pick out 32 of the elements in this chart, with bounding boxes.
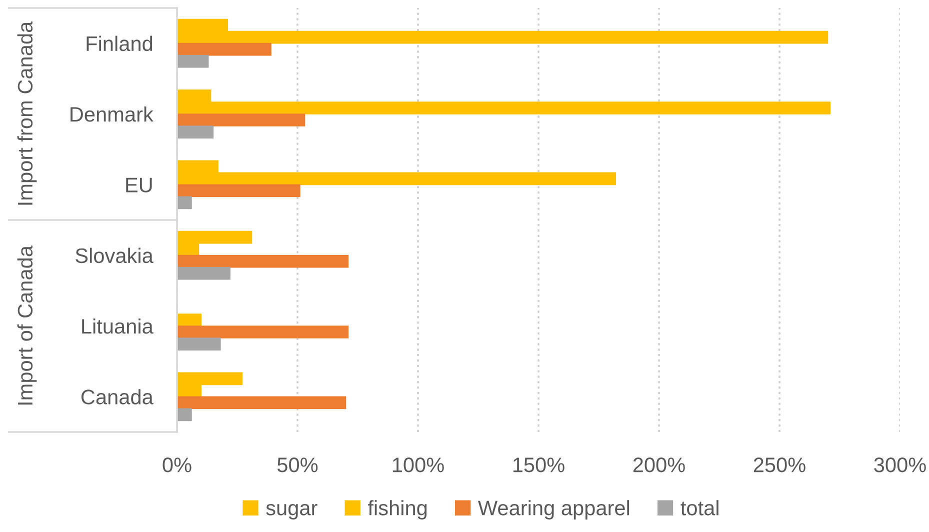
- bar: [177, 196, 192, 210]
- y-tick-label: Slovakia: [76, 248, 154, 264]
- text: Import from Canada: [17, 21, 37, 205]
- y-tick-label: Canada: [81, 389, 154, 404]
- bar: [177, 408, 192, 422]
- bar: [177, 54, 209, 68]
- y-tick-label: EU: [126, 178, 152, 192]
- bar: [177, 42, 272, 56]
- bar: [177, 266, 230, 280]
- x-tick-label: 0%: [162, 458, 192, 472]
- bar: [177, 184, 300, 198]
- x-tick-label: 150%: [513, 458, 564, 472]
- legend-label: sugar: [266, 504, 318, 520]
- bar: [177, 254, 349, 268]
- bar: [177, 126, 214, 138]
- x-tick-label: 250%: [754, 458, 806, 472]
- x-tick-label: 200%: [633, 458, 685, 472]
- bar: [177, 314, 202, 326]
- legend-label: fishing: [368, 500, 427, 520]
- legend-label: Wearing apparel: [478, 500, 630, 520]
- y-tick-label: Lituania: [82, 318, 154, 334]
- x-tick-label: 50%: [277, 458, 318, 472]
- bar: [177, 114, 306, 126]
- x-tick-label: 300%: [874, 458, 926, 472]
- text: Import of Canada: [17, 246, 37, 405]
- bar: [177, 326, 349, 338]
- y-tick-label: Denmark: [70, 106, 154, 122]
- bar: [177, 396, 346, 410]
- bar: [177, 338, 221, 350]
- legend-label: total: [680, 500, 718, 516]
- x-tick-label: 100%: [392, 458, 444, 472]
- y-tick-label: Finland: [86, 36, 152, 52]
